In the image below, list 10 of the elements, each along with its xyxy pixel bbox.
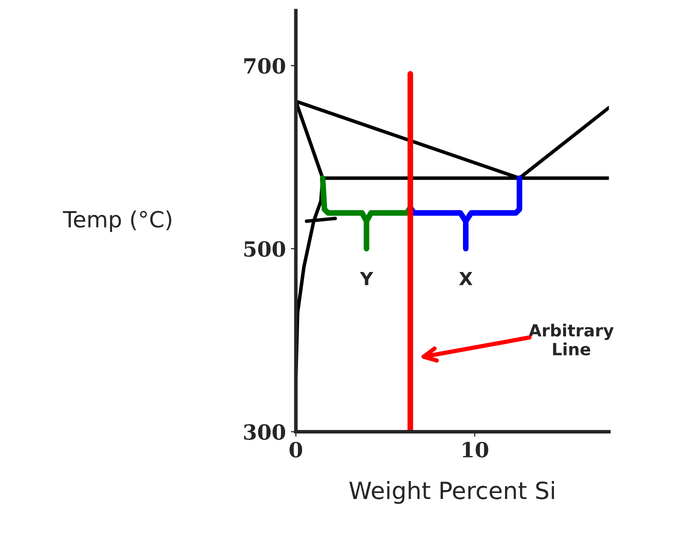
- y-tick-label: 700: [244, 58, 286, 74]
- x-tick-label: 10: [462, 442, 488, 458]
- y-tick-label: 500: [244, 241, 286, 257]
- annotation: Arbitrary Line: [528, 324, 614, 356]
- annotation: Y: [360, 272, 374, 286]
- y-axis-title: Temp (°C): [62, 210, 172, 232]
- y-tick-label: 300: [244, 424, 286, 440]
- x-axis-title: Weight Percent Si: [349, 481, 554, 504]
- x-tick-label: 0: [290, 442, 302, 458]
- annotation: X: [459, 272, 472, 286]
